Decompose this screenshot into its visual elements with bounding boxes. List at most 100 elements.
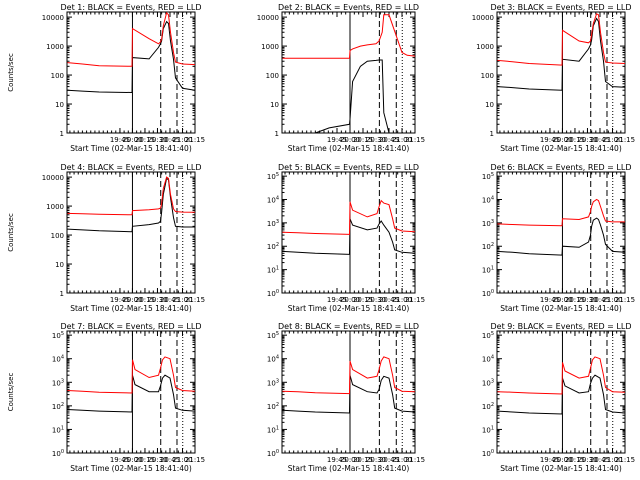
x-tick-label: 19:45 xyxy=(540,456,560,464)
y-tick-label: 1 xyxy=(60,290,64,298)
x-tick-label: 21:15 xyxy=(405,296,425,304)
x-tick-label: 20:15 xyxy=(353,136,373,144)
x-tick-label: 19:45 xyxy=(327,136,347,144)
lld-series-line xyxy=(67,11,196,67)
events-series-line xyxy=(282,218,416,255)
y-tick-label: 102 xyxy=(267,242,279,251)
events-series-line xyxy=(497,217,626,256)
panel-det-9: Det 9: BLACK = Events, RED = LLD 100 101 10… xyxy=(482,322,635,473)
y-tick-label: 10000 xyxy=(472,14,494,22)
x-tick-label: 20:30 xyxy=(577,136,597,144)
x-tick-label: 20:30 xyxy=(366,456,386,464)
panel-title: Det 8: BLACK = Events, RED = LLD xyxy=(278,322,419,331)
y-tick-label: 103 xyxy=(267,219,279,228)
y-tick-label: 10 xyxy=(55,101,64,109)
y-tick-label: 1000 xyxy=(476,43,494,51)
x-tick-label: 21:00 xyxy=(172,456,192,464)
panel-title: Det 9: BLACK = Events, RED = LLD xyxy=(491,322,632,331)
panel-det-7: Det 7: BLACK = Events, RED = LLD 100 101 10… xyxy=(7,322,205,473)
y-tick-label: 104 xyxy=(482,195,494,204)
y-axis-label: Counts/sec xyxy=(7,53,15,92)
x-tick-label: 20:00 xyxy=(340,296,360,304)
x-tick-label: 20:15 xyxy=(135,456,155,464)
panel-title: Det 4: BLACK = Events, RED = LLD xyxy=(61,163,202,172)
y-tick-label: 105 xyxy=(267,172,279,181)
y-tick-label: 102 xyxy=(482,402,494,411)
panel-title: Det 6: BLACK = Events, RED = LLD xyxy=(491,163,632,172)
x-tick-label: 20:45 xyxy=(590,296,610,304)
y-tick-label: 10000 xyxy=(42,174,64,182)
y-tick-label: 10000 xyxy=(257,14,279,22)
x-tick-label: 20:30 xyxy=(147,136,167,144)
y-tick-label: 104 xyxy=(267,355,279,364)
x-tick-label: 20:15 xyxy=(135,296,155,304)
y-tick-label: 100 xyxy=(266,72,279,80)
y-tick-label: 1000 xyxy=(46,43,64,51)
x-tick-label: 20:00 xyxy=(552,456,572,464)
x-tick-label: 20:45 xyxy=(160,456,180,464)
y-tick-label: 1 xyxy=(275,130,279,138)
x-axis-label: Start Time (02-Mar-15 18:41:40) xyxy=(70,304,192,313)
panel-det-4: Det 4: BLACK = Events, RED = LLD 1 10 100 10… xyxy=(7,163,205,313)
y-tick-label: 100 xyxy=(52,449,64,458)
lld-series-line xyxy=(497,356,626,395)
y-tick-label: 104 xyxy=(267,195,279,204)
x-tick-label: 21:00 xyxy=(392,136,412,144)
lld-series-line xyxy=(67,176,196,216)
x-tick-label: 21:00 xyxy=(172,296,192,304)
events-series-line xyxy=(497,374,626,415)
y-tick-label: 102 xyxy=(52,402,64,411)
x-tick-label: 21:15 xyxy=(185,456,205,464)
lld-series-line xyxy=(282,356,416,395)
lld-series-line xyxy=(67,356,196,394)
y-tick-label: 10 xyxy=(55,261,64,269)
x-tick-label: 20:00 xyxy=(552,296,572,304)
x-axis-label: Start Time (02-Mar-15 18:41:40) xyxy=(288,464,410,473)
y-axis-label: Counts/sec xyxy=(7,373,15,412)
x-tick-label: 21:15 xyxy=(615,456,635,464)
y-tick-label: 100 xyxy=(51,232,64,240)
x-tick-label: 20:30 xyxy=(147,296,167,304)
x-tick-label: 20:30 xyxy=(366,136,386,144)
x-axis-label: Start Time (02-Mar-15 18:41:40) xyxy=(288,144,410,153)
x-tick-label: 20:30 xyxy=(577,456,597,464)
panel-title: Det 7: BLACK = Events, RED = LLD xyxy=(61,322,202,331)
x-tick-label: 20:15 xyxy=(565,136,585,144)
x-tick-label: 20:00 xyxy=(122,296,142,304)
events-series-line xyxy=(67,177,195,233)
x-tick-label: 21:15 xyxy=(405,456,425,464)
x-tick-label: 20:45 xyxy=(379,296,399,304)
x-tick-label: 21:00 xyxy=(602,456,622,464)
y-tick-label: 10000 xyxy=(42,14,64,22)
y-tick-label: 100 xyxy=(267,449,279,458)
panel-det-8: Det 8: BLACK = Events, RED = LLD 100 101 10… xyxy=(267,322,425,473)
y-tick-label: 105 xyxy=(267,331,279,340)
y-tick-label: 10 xyxy=(270,101,279,109)
panel-det-2: Det 2: BLACK = Events, RED = LLD 1 10 100 10… xyxy=(257,3,425,153)
y-tick-label: 101 xyxy=(482,425,494,434)
x-tick-label: 19:45 xyxy=(540,136,560,144)
plot-frame xyxy=(66,330,196,454)
y-tick-label: 100 xyxy=(267,289,279,298)
x-tick-label: 19:45 xyxy=(110,456,130,464)
y-tick-label: 100 xyxy=(51,72,64,80)
y-tick-label: 105 xyxy=(52,331,64,340)
x-tick-label: 20:15 xyxy=(135,136,155,144)
x-tick-label: 20:30 xyxy=(577,296,597,304)
x-tick-label: 20:00 xyxy=(122,456,142,464)
y-tick-label: 105 xyxy=(482,331,494,340)
y-tick-label: 102 xyxy=(267,402,279,411)
y-tick-label: 105 xyxy=(482,172,494,181)
y-tick-label: 100 xyxy=(482,449,494,458)
y-tick-label: 103 xyxy=(482,219,494,228)
x-axis-label: Start Time (02-Mar-15 18:41:40) xyxy=(500,304,622,313)
x-tick-label: 21:00 xyxy=(602,136,622,144)
panel-title: Det 3: BLACK = Events, RED = LLD xyxy=(491,3,632,12)
x-axis-label: Start Time (02-Mar-15 18:41:40) xyxy=(70,144,192,153)
y-tick-label: 103 xyxy=(52,378,64,387)
x-tick-label: 20:45 xyxy=(379,456,399,464)
y-tick-label: 1000 xyxy=(261,43,279,51)
x-tick-label: 21:15 xyxy=(615,136,635,144)
y-tick-label: 104 xyxy=(482,355,494,364)
